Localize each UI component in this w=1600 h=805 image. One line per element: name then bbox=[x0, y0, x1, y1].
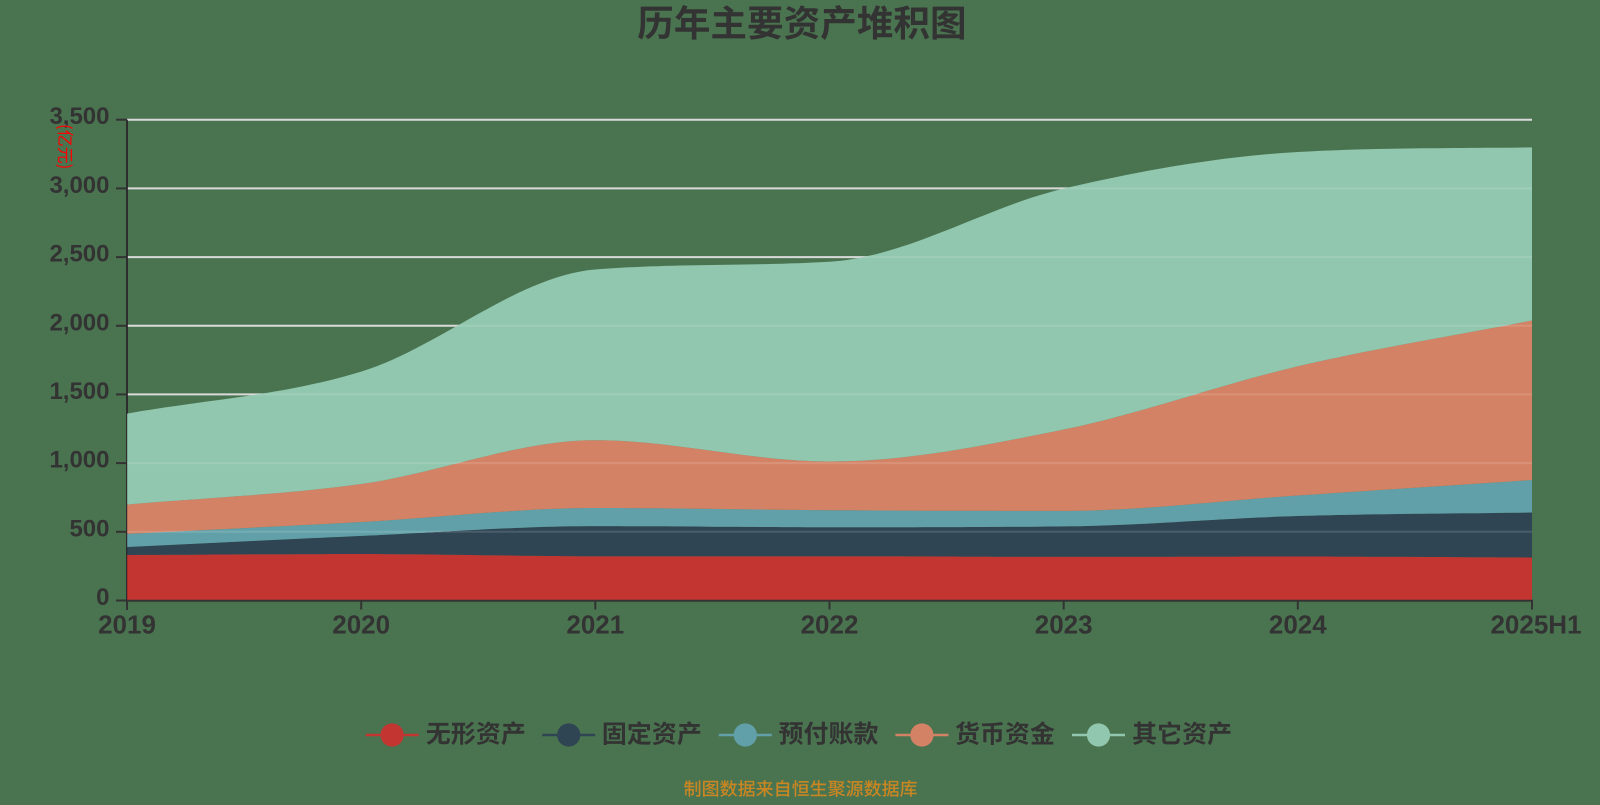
svg-text:2,500: 2,500 bbox=[49, 241, 109, 268]
svg-text:2023: 2023 bbox=[1035, 610, 1093, 640]
svg-text:2021: 2021 bbox=[566, 610, 624, 640]
svg-text:2024: 2024 bbox=[1269, 610, 1327, 640]
svg-text:2020: 2020 bbox=[332, 610, 390, 640]
svg-text:2019: 2019 bbox=[98, 610, 156, 640]
svg-text:2022: 2022 bbox=[801, 610, 859, 640]
svg-text:2025H1: 2025H1 bbox=[1490, 610, 1581, 640]
svg-text:500: 500 bbox=[69, 515, 109, 542]
svg-text:1,500: 1,500 bbox=[49, 378, 109, 405]
svg-text:2,000: 2,000 bbox=[49, 309, 109, 336]
svg-text:3,000: 3,000 bbox=[49, 172, 109, 199]
svg-text:3,500: 3,500 bbox=[49, 103, 109, 130]
svg-text:0: 0 bbox=[96, 584, 109, 611]
svg-text:1,000: 1,000 bbox=[49, 447, 109, 474]
